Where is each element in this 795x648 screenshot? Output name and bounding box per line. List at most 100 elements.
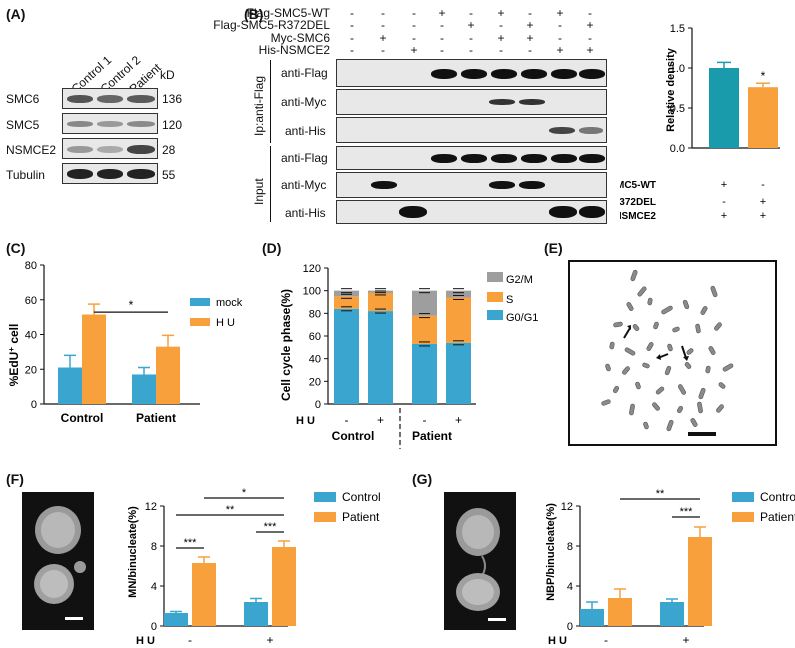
stacked-bar-g2m: [446, 290, 471, 298]
y-tick-label: 120: [303, 263, 321, 275]
panel-label-b: (B): [244, 6, 264, 22]
cond-sign: -: [469, 31, 473, 45]
cond-sign: +: [497, 6, 505, 20]
chromosome: [647, 297, 653, 306]
y-tick-label: 0: [315, 399, 321, 411]
blot-ip-flag: [336, 59, 607, 87]
significance-mark: ***: [264, 521, 278, 533]
metaphase-spread-image: [568, 260, 777, 446]
legend-swatch: [190, 318, 210, 326]
y-tick-label: 1.5: [670, 23, 685, 35]
f-ylabel: MN/binucleate(%): [127, 506, 139, 598]
cond-sign: -: [350, 31, 354, 45]
y-tick-label: 4: [151, 581, 157, 593]
y-tick-label: 60: [25, 295, 37, 307]
stacked-bar-g2m: [412, 290, 437, 316]
blot-smc5: [62, 113, 158, 134]
significance-mark: ***: [184, 537, 198, 549]
bar-patient: [192, 563, 216, 626]
y-tick-label: 40: [309, 354, 321, 366]
cond-label-0: Flag-SMC5-WT: [246, 6, 330, 20]
y-tick-label: 12: [561, 501, 573, 513]
cond-row-1-label: SMC5-R372DEL: [620, 197, 656, 208]
nbp-micrograph: [444, 492, 516, 630]
cond-sign: -: [412, 31, 416, 45]
kd-nsmce2: 28: [162, 143, 176, 157]
blot-input-myc: [336, 172, 607, 198]
cond-label-2: Myc-SMC6: [270, 31, 330, 45]
chromosome: [605, 363, 611, 372]
hu-sign: +: [455, 413, 462, 427]
chromosome: [622, 366, 630, 375]
arrow-icon: [656, 354, 661, 360]
cond-sign: -: [588, 31, 592, 45]
cond-sign: +: [526, 18, 534, 32]
cond-sign: -: [761, 179, 765, 191]
cond-sign: -: [381, 43, 385, 57]
cond-sign: -: [412, 6, 416, 20]
bar-control: [580, 609, 604, 626]
scale-bar: [688, 432, 716, 436]
blot-input-his: [336, 200, 607, 224]
blot-input-flag: [336, 146, 607, 170]
cond-sign: -: [381, 18, 385, 32]
chromosome: [666, 419, 674, 432]
chromosome: [613, 321, 623, 328]
chromosome: [655, 386, 665, 395]
cond-sign: +: [438, 6, 446, 20]
legend-swatch: [314, 492, 336, 502]
cond-row-2-label: NSMCE2: [620, 211, 656, 222]
cond-sign: -: [412, 18, 416, 32]
y-tick-label: 1.0: [670, 63, 685, 75]
stacked-bar-g0g1: [334, 308, 359, 404]
legend-label: Control: [760, 490, 795, 504]
y-tick-label: 80: [309, 308, 321, 320]
protein-label-smc6: SMC6: [6, 92, 40, 106]
chromosome: [667, 343, 673, 352]
chromosome: [716, 404, 724, 413]
chromosome: [635, 381, 641, 390]
chromosome: [710, 285, 718, 298]
legend-label: Patient: [760, 510, 795, 524]
chromosome-spread: [601, 269, 734, 436]
chromosome: [690, 418, 698, 427]
legend-swatch: [487, 292, 503, 302]
cond-sign: -: [440, 31, 444, 45]
significance-mark: ***: [680, 506, 694, 518]
legend-swatch: [487, 272, 503, 282]
cond-sign: +: [556, 6, 564, 20]
protein-label-smc5: SMC5: [6, 118, 40, 132]
chromosome: [642, 362, 650, 369]
y-tick-label: 60: [309, 331, 321, 343]
density-bar: [748, 87, 778, 148]
y-tick-label: 0: [567, 621, 573, 633]
d-hu-label: H U: [296, 415, 315, 427]
chromosome: [646, 342, 654, 351]
kd-header: kD: [160, 68, 175, 82]
density-bar: [709, 68, 739, 148]
cond-sign: -: [350, 18, 354, 32]
d-group-patient: Patient: [412, 429, 452, 443]
stacked-bar-g2m: [334, 290, 359, 297]
bar-patient: [688, 537, 712, 626]
micronucleus-micrograph: [22, 492, 94, 630]
x-category-label: +: [266, 633, 273, 647]
blot-smc6: [62, 88, 158, 109]
bar-control: [244, 602, 268, 626]
chromosome: [624, 347, 636, 356]
d-ylabel: Cell cycle phase(%): [279, 289, 293, 401]
cond-sign: -: [558, 31, 562, 45]
stacked-bar-s: [446, 297, 471, 343]
cond-row-0-label: SMC5-WT: [620, 180, 656, 191]
hu-sign: +: [377, 413, 384, 427]
x-category-label: Patient: [136, 411, 176, 425]
blot-tubulin: [62, 163, 158, 184]
cond-sign: -: [722, 196, 726, 208]
d-group-control: Control: [332, 429, 375, 443]
bar-mock: [58, 367, 82, 404]
panel-label-a: (A): [6, 6, 26, 22]
chromosome: [637, 286, 647, 297]
significance-star: *: [129, 298, 134, 312]
stacked-bar-g0g1: [368, 311, 393, 404]
